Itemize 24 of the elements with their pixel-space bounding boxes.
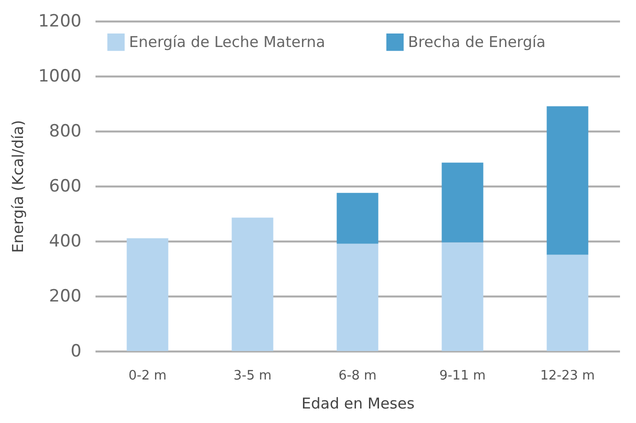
y-axis-title: Energía (Kcal/día) <box>9 120 28 253</box>
x-tick-label: 6-8 m <box>338 368 377 384</box>
x-tick-label: 3-5 m <box>233 368 272 384</box>
y-tick-label: 800 <box>49 122 82 142</box>
y-tick-label: 1200 <box>38 12 82 32</box>
bar <box>546 254 588 351</box>
bar <box>442 242 484 351</box>
x-tick-label: 9-11 m <box>439 368 486 384</box>
y-tick-label: 400 <box>49 232 82 252</box>
bar <box>126 238 168 351</box>
y-tick-label: 0 <box>70 342 82 362</box>
y-tick-label: 1000 <box>38 66 82 86</box>
y-tick-label: 600 <box>49 176 82 196</box>
bar <box>546 106 588 255</box>
legend-label: Brecha de Energía <box>408 33 546 52</box>
x-tick-label: 12-23 m <box>540 368 595 384</box>
bar <box>442 162 484 242</box>
y-tick-label: 200 <box>49 286 82 306</box>
x-axis-title: Edad en Meses <box>301 394 415 412</box>
legend-label: Energía de Leche Materna <box>129 33 326 52</box>
bar <box>336 244 378 351</box>
bar <box>336 192 378 244</box>
x-tick-label: 0-2 m <box>128 368 167 384</box>
bar <box>232 218 274 351</box>
